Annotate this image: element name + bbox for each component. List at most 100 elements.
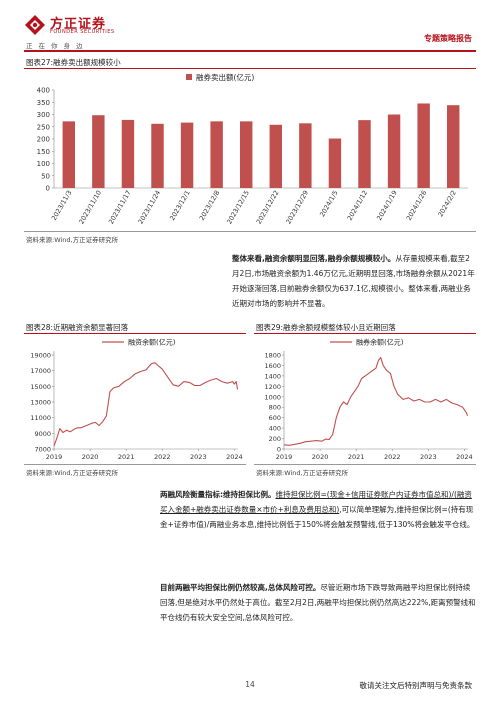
fig29-y-tick-label: 1000 [264,393,281,401]
fig27-y-tick-label: 400 [37,87,50,95]
page-number: 14 [245,680,255,689]
fig27-y-tick-label: 350 [37,99,50,107]
fig27-bar [417,103,430,188]
brand-name: 方正证券 [50,17,107,32]
fig27-x-tick-label: 2024/2/2 [436,189,458,218]
fig28-x-tick-label: 2019 [46,453,63,461]
fig28-y-tick-label: 9000 [34,430,51,438]
fig27-title: 图表27:融券卖出额规模较小 [26,58,121,67]
fig27-bar [180,122,194,188]
fig28-y-tick-label: 13000 [30,399,51,407]
fig29-x-tick-label: 2021 [348,453,365,461]
fig27-bar [358,120,371,188]
fig27-legend-label: 融券卖出额(亿元) [196,72,254,82]
fig29-y-tick-label: 1400 [264,372,281,380]
fig27-legend-swatch [186,74,192,80]
fig28-bottom-divider [24,464,246,465]
fig27-y-tick-label: 200 [37,136,50,144]
fig29-y-tick-label: 1800 [264,352,281,360]
fig29-x-tick-label: 2024 [456,453,473,461]
fig27-bar [151,123,164,188]
fig28-y-tick-label: 19000 [30,352,51,360]
fig27-title-divider [24,68,476,69]
fig27-y-tick-label: 150 [37,148,50,156]
paragraph-overview: 整体来看,融资余额明显回落,融券余额规模较小。从存量规模来看,截至2月2日,市场… [232,251,476,311]
fig28-series-line [53,362,239,447]
fig29-y-tick-label: 400 [269,425,281,433]
paragraph-overview-lead: 整体来看,融资余额明显回落,融券余额规模较小。 [232,254,396,263]
fig27-x-tick-label: 2023/12/29 [284,189,310,225]
fig29-bottom-divider [254,464,476,465]
fig28-x-tick-label: 2024 [226,453,243,461]
footer-disclaimer: 敬请关注文后特别声明与免责条款 [359,681,473,690]
fig27-bar [447,105,460,188]
fig27-y-tick-label: 300 [37,111,50,119]
fig29-y-tick-label: 200 [269,435,281,443]
fig27-x-tick-label: 2024/1/19 [375,189,399,222]
fig27-x-tick-label: 2023/12/8 [198,189,222,222]
fig27-bar [210,121,223,188]
fig27-bottom-divider [24,231,476,232]
fig29-title-divider [254,333,476,334]
fig27-bar-chart: 融券卖出额(亿元) 0 50 100 150 200 250 300 350 400 2023/11… [37,72,468,225]
fig28-source: 资料来源:Wind,方正证券研究所 [26,469,119,477]
fig29-y-tick-label: 600 [269,414,281,422]
paragraph-margin-ratio: 两融风险衡量指标:维持担保比例。维持担保比例=(现金+信用证券账户内证券市值总和… [160,487,476,532]
fig29-x-tick-label: 2023 [420,453,437,461]
fig28-y-tick-label: 11000 [30,414,51,422]
paragraph-overview-body: 从存量规模来看,截至2月2日,市场融资余额为1.46万亿元,近期明显回落,市场融… [232,254,475,308]
fig27-source: 资料来源:Wind,方正证券研究所 [26,236,119,244]
paragraph-risk: 目前两融平均担保比例仍然较高,总体风险可控。尽管近期市场下跌导致两融平均担保比例… [160,580,476,625]
fig27-x-tick-label: 2023/11/17 [107,189,133,225]
fig27-bar [299,123,312,188]
fig29-x-tick-label: 2020 [312,453,329,461]
fig29-series-line [283,357,469,446]
paragraph-margin-ratio-lead: 两融风险衡量指标:维持担保比例。 [160,490,276,499]
fig28-y-tick-label: 7000 [34,446,51,454]
paragraph-risk-body: 尽管近期市场下跌导致两融平均担保比例持续回落,但是绝对水平仍然处于高位。截至2月… [160,583,476,622]
fig27-bar [387,114,401,188]
fig29-y-tick-label: 800 [269,404,281,412]
fig28-x-tick-label: 2022 [154,453,171,461]
fig27-y-tick-label: 0 [46,185,50,193]
fig27-y-tick-label: 50 [41,172,50,180]
fig28-y-tick-label: 17000 [30,367,51,375]
report-type: 专题策略报告 [424,34,472,43]
fig27-x-tick-label: 2024/1/5 [318,189,340,218]
fig27-bar [240,121,253,188]
paragraph-margin-ratio-body: ,可以简单理解为,维持担保比例=(持有现金+证券市值)/两融业务本息,维持比例低… [160,505,475,529]
fig27-x-tick-label: 2023/12/15 [225,189,251,225]
fig28-x-tick-label: 2020 [82,453,99,461]
fig27-bar [92,115,105,188]
fig28-y-tick-label: 15000 [30,383,51,391]
fig28-x-tick-label: 2021 [118,453,135,461]
fig28-x-tick-label: 2023 [190,453,207,461]
fig27-x-tick-label: 2023/11/24 [137,189,163,225]
fig29-title: 图表29:融券余额规模整体较小且近期回落 [256,323,396,332]
fig27-x-tick-label: 2024/1/26 [405,189,429,222]
fig28-legend-label: 融资余额(亿元) [128,338,176,347]
fig27-x-tick-label: 2024/1/12 [346,189,370,222]
fig29-y-tick-label: 1600 [264,362,281,370]
paragraph-margin-ratio-formula: 维持担保比例=(现金+信用证券账户内证券市值总和)/(融资买入金额+融券卖出证券… [160,490,472,514]
fig29-source: 资料来源:Wind,方正证券研究所 [256,469,349,477]
fig29-legend-label: 融券余额(亿元) [356,338,404,347]
fig29-y-tick-label: 1200 [264,383,281,391]
fig27-x-tick-label: 2023/11/10 [77,189,103,225]
fig28-title-divider [24,333,246,334]
fig27-x-tick-label: 2023/11/3 [50,189,74,222]
fig27-bar [62,121,75,188]
brand-name-en: FOUNDER SECURITIES [50,29,115,35]
fig27-y-tick-label: 250 [37,123,50,131]
fig27-x-tick-label: 2023/12/22 [255,189,281,225]
fig27-x-tick-label: 2023/12/1 [168,189,192,222]
fig28-title: 图表28:近期融资余额显著回落 [26,323,129,332]
paragraph-risk-lead: 目前两融平均担保比例仍然较高,总体风险可控。 [160,583,321,592]
fig27-bar [328,138,342,188]
founder-logo-icon [25,15,45,35]
fig27-bar [269,124,282,188]
header-divider [24,50,476,52]
fig27-bar [121,119,135,188]
fig29-x-tick-label: 2022 [384,453,401,461]
brand-slogan: 正在你身边 [26,42,89,50]
